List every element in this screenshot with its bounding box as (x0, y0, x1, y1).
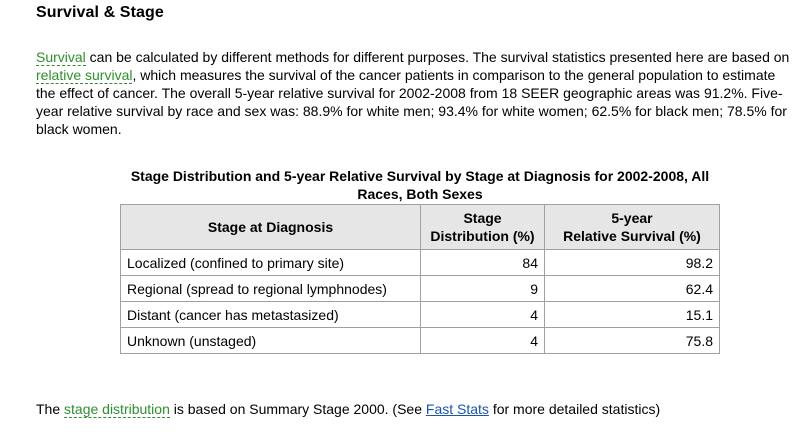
footer-text-2: is based on Summary Stage 2000. (See (169, 401, 426, 417)
glossary-term-relative-survival[interactable]: relative survival (36, 67, 133, 84)
cell-distribution: 9 (420, 275, 545, 302)
footer-note: The stage distribution is based on Summa… (36, 401, 661, 418)
cell-distribution: 84 (420, 249, 545, 276)
intro-paragraph: Survival can be calculated by different … (36, 48, 796, 138)
fast-stats-link[interactable]: Fast Stats (425, 401, 489, 417)
header-distribution: Stage Distribution (%) (420, 204, 545, 250)
header-stage: Stage at Diagnosis (120, 204, 421, 250)
cell-survival: 62.4 (544, 275, 720, 302)
footer-text-3: for more detailed statistics) (488, 401, 661, 417)
table-caption: Stage Distribution and 5-year Relative S… (130, 168, 710, 202)
cell-stage: Localized (confined to primary site) (120, 249, 421, 276)
table-row: Unknown (unstaged) 4 75.8 (120, 327, 720, 354)
glossary-term-survival[interactable]: Survival (36, 49, 86, 66)
stage-survival-table: Stage at Diagnosis Stage Distribution (%)… (120, 204, 720, 354)
cell-survival: 98.2 (544, 249, 720, 276)
header-survival-line1: 5-year (611, 210, 653, 226)
table-row: Localized (confined to primary site) 84 … (120, 249, 720, 276)
cell-stage: Unknown (unstaged) (120, 327, 421, 354)
cell-distribution: 4 (420, 301, 545, 328)
intro-text-1: can be calculated by different methods f… (85, 49, 790, 65)
cell-stage: Distant (cancer has metastasized) (120, 301, 421, 328)
header-distribution-line1: Stage (463, 210, 502, 226)
glossary-term-stage-distribution[interactable]: stage distribution (64, 401, 170, 418)
header-survival: 5-year Relative Survival (%) (544, 204, 720, 250)
cell-stage: Regional (spread to regional lymphnodes) (120, 275, 421, 302)
intro-text-2: , which measures the survival of the can… (36, 67, 787, 137)
cell-distribution: 4 (420, 327, 545, 354)
table-row: Regional (spread to regional lymphnodes)… (120, 275, 720, 302)
header-survival-line2: Relative Survival (%) (563, 228, 701, 244)
footer-text-1: The (36, 401, 65, 417)
page-heading: Survival & Stage (36, 4, 164, 21)
table-header-row: Stage at Diagnosis Stage Distribution (%)… (120, 204, 720, 250)
cell-survival: 15.1 (544, 301, 720, 328)
cell-survival: 75.8 (544, 327, 720, 354)
header-distribution-line2: Distribution (%) (430, 228, 535, 244)
table-row: Distant (cancer has metastasized) 4 15.1 (120, 301, 720, 328)
